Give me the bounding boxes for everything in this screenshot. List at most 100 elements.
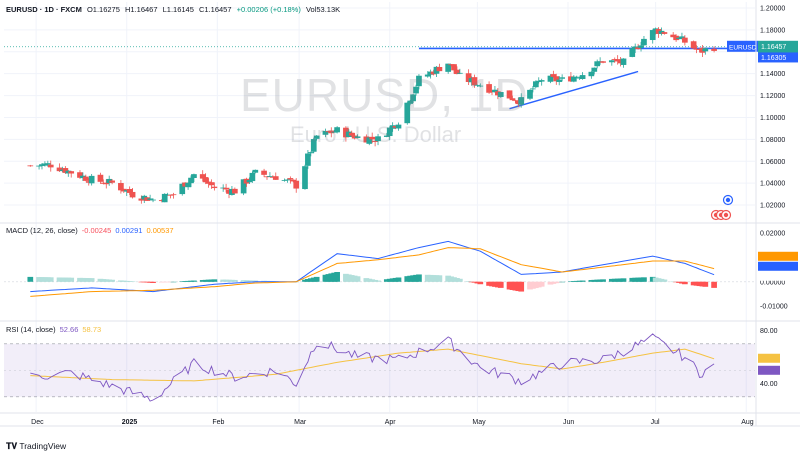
macd-histogram-bar [404, 276, 411, 282]
macd-histogram-bar [416, 274, 422, 282]
candle-body [454, 69, 460, 75]
rsi-name[interactable]: RSI (14, close) [6, 325, 56, 334]
macd-histogram-bar [62, 277, 69, 282]
candle-body [80, 175, 86, 179]
macd-histogram-bar [576, 280, 583, 282]
candle-body [386, 127, 393, 137]
macd-histogram-bar [638, 277, 644, 282]
macd-histogram-bar [629, 277, 636, 282]
candle-body [199, 174, 206, 179]
price-axis-tick: 1.14000 [760, 71, 785, 78]
macd-histogram-bar [597, 279, 603, 282]
candle-body [448, 64, 454, 66]
tradingview-logo[interactable]: 𝐓𝐕 TradingView [6, 441, 66, 452]
macd-histogram-bar [202, 279, 209, 282]
candle-body [109, 180, 115, 183]
macd-name[interactable]: MACD (12, 26, close) [6, 226, 78, 235]
rsi-title[interactable]: RSI (14, close) 52.66 58.73 [6, 325, 101, 334]
time-axis-tick: May [472, 419, 486, 426]
candle-body [591, 67, 598, 72]
macd-histogram-bar [676, 281, 682, 283]
macd-histogram-bar [126, 281, 133, 282]
macd-histogram-bar [80, 277, 86, 282]
macd-histogram-bar [682, 281, 688, 285]
candle-body [515, 100, 522, 105]
tv-logo-text: TradingView [19, 441, 67, 451]
candle-body [123, 190, 130, 192]
macd-histogram-bar [410, 275, 416, 282]
candle-body [532, 81, 539, 88]
candle-body [413, 86, 419, 94]
candle-body [588, 71, 595, 77]
macd-histogram-bar [658, 278, 665, 282]
macd-histogram-bar [430, 275, 437, 282]
candle-body [161, 193, 168, 203]
macd-histogram-bar [313, 276, 320, 282]
candle-body [328, 130, 335, 134]
candle-body [369, 136, 376, 140]
candle-body [416, 75, 422, 87]
macd-histogram-bar [679, 281, 685, 284]
candle-body [27, 165, 34, 167]
price-axis-tick: 1.10000 [760, 115, 785, 122]
candle-body [436, 67, 443, 72]
macd-histogram-bar [547, 281, 554, 285]
macd-value-box [758, 261, 798, 271]
macd-histogram-bar [85, 278, 92, 282]
macd-histogram-bar [699, 281, 706, 287]
candle-body [471, 77, 478, 86]
candle-body [261, 170, 267, 175]
candle-body [427, 71, 434, 75]
macd-histogram-bar [690, 281, 697, 286]
macd-histogram-bar [492, 281, 498, 287]
candle-body [597, 61, 603, 63]
candle-body [158, 200, 165, 202]
candle-body [348, 132, 355, 136]
macd-histogram-bar [170, 281, 177, 283]
macd-histogram-bar [310, 277, 317, 282]
candle-body [65, 170, 72, 174]
candle-body [635, 47, 641, 50]
candle-body [106, 178, 113, 184]
macd-histogram-bar [39, 277, 45, 282]
macd-histogram-bar [389, 278, 396, 282]
candle-body [118, 183, 124, 191]
macd-histogram-bar [302, 279, 308, 282]
candle-body [649, 30, 656, 41]
candle-body [372, 140, 378, 142]
macd-histogram-bar [182, 281, 189, 282]
symbol-name[interactable]: EURUSD · 1D · FXCM [6, 5, 82, 14]
candle-body [445, 63, 452, 72]
macd-histogram-bar [573, 280, 580, 282]
candle-body [638, 45, 644, 48]
candle-body [310, 139, 317, 152]
macd-hist-value: -0.00245 [81, 226, 112, 235]
candle-body [232, 188, 238, 194]
macd-histogram-bar [711, 281, 717, 288]
time-axis-tick: Jun [563, 419, 574, 426]
macd-title[interactable]: MACD (12, 26, close) -0.00245 0.00291 0.005… [6, 226, 174, 235]
candle-body [305, 153, 311, 166]
candle-body [509, 98, 516, 101]
macd-histogram-bar [611, 278, 618, 282]
symbol-tag-box [727, 40, 758, 52]
macd-histogram-bar [97, 278, 104, 282]
candle-body [343, 127, 349, 138]
macd-histogram-bar [518, 281, 525, 292]
macd-histogram-bar [448, 276, 454, 282]
rsi-value-box [758, 365, 780, 375]
open-value: O1.16275 [86, 5, 120, 14]
macd-histogram-bar [693, 281, 700, 286]
macd-histogram-bar [150, 281, 156, 283]
rsi-ma-value: 58.73 [82, 325, 102, 334]
candle-body [395, 124, 402, 129]
macd-histogram-bar [109, 279, 115, 282]
candle-body [693, 48, 700, 50]
candle-body [506, 90, 513, 99]
macd-histogram-bar [123, 280, 130, 282]
macd-histogram-bar [515, 281, 522, 292]
macd-axis-tick: -0.01000 [760, 304, 788, 311]
symbol-header[interactable]: EURUSD · 1D · FXCM O1.16275 H1.16467 L1.… [6, 5, 343, 14]
candle-body [252, 169, 259, 173]
